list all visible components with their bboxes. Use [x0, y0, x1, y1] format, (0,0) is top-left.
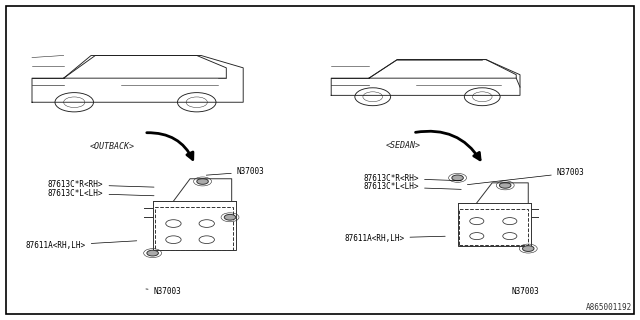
Text: <OUTBACK>: <OUTBACK> [90, 142, 134, 151]
Circle shape [147, 250, 158, 256]
Circle shape [522, 246, 534, 252]
Text: 87613C*R<RH>: 87613C*R<RH> [364, 174, 461, 183]
Text: N37003: N37003 [206, 167, 264, 176]
Circle shape [224, 214, 236, 220]
FancyArrowPatch shape [415, 131, 480, 160]
Text: <SEDAN>: <SEDAN> [386, 141, 420, 150]
Text: 87611A<RH,LH>: 87611A<RH,LH> [26, 241, 137, 250]
FancyArrowPatch shape [147, 133, 193, 159]
Text: N37003: N37003 [467, 168, 584, 185]
Bar [152, 201, 236, 251]
Circle shape [499, 182, 511, 188]
Bar [155, 207, 232, 250]
Bar [458, 203, 531, 246]
Circle shape [452, 175, 463, 181]
Text: 87611A<RH,LH>: 87611A<RH,LH> [344, 234, 445, 243]
Text: 87613C*L<LH>: 87613C*L<LH> [364, 182, 461, 191]
Text: A865001192: A865001192 [586, 303, 632, 312]
Text: 87613C*L<LH>: 87613C*L<LH> [48, 189, 154, 198]
Bar [459, 209, 528, 245]
Circle shape [197, 179, 209, 184]
Text: N37003: N37003 [512, 287, 540, 296]
Text: 87613C*R<RH>: 87613C*R<RH> [48, 180, 154, 189]
Text: N37003: N37003 [146, 287, 181, 296]
